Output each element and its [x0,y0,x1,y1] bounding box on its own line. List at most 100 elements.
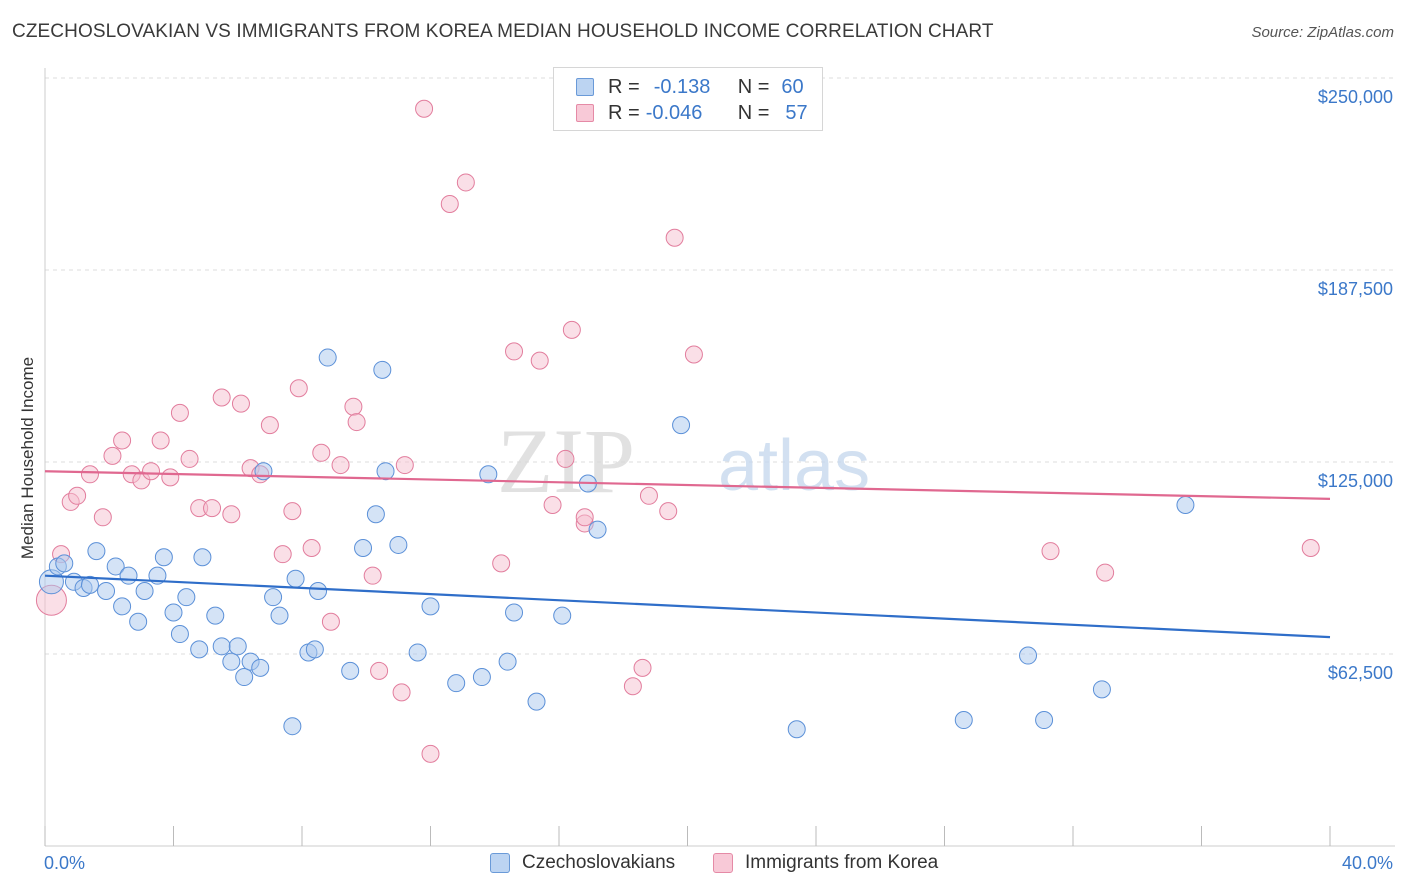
korea-point [639,486,658,505]
czechoslovakians-trend-line [44,574,1331,639]
korea-point [312,443,331,462]
legend-item-korea: Immigrants from Korea [713,852,938,874]
czechoslovakians-point [376,462,395,481]
czechoslovakians-point [119,566,138,585]
czechoslovakians-point [55,554,74,573]
czechoslovakians-point [408,643,427,662]
x-tick-label-max: 40.0% [1342,853,1393,873]
czechoslovakians-point [354,539,373,558]
czechoslovakians-point [588,520,607,539]
korea-point [80,465,99,484]
czechoslovakians-point [389,535,408,554]
czechoslovakians-point [1176,496,1195,515]
korea-point [283,502,302,521]
legend-n-value: 57 [785,101,808,124]
korea-point [289,379,308,398]
legend-n-label: N = [737,101,770,124]
czechoslovakians-point [228,637,247,656]
series-legend: Czechoslovakians Immigrants from Korea [0,852,1406,878]
x-tick-label-min: 0.0% [44,853,85,873]
czechoslovakians-point [1035,711,1054,730]
czechoslovakians-point [254,462,273,481]
series-korea-points [35,99,1320,763]
legend-r-value: -0.046 [645,101,703,124]
czechoslovakians-point [421,597,440,616]
korea-point [331,456,350,475]
legend-label: Immigrants from Korea [745,852,939,873]
korea-point [633,658,652,677]
korea-point [212,388,231,407]
czechoslovakians-point [341,661,360,680]
korea-point [347,413,366,432]
legend-item-czechoslovakians: Czechoslovakians [490,852,675,874]
czechoslovakians-point [954,711,973,730]
czechoslovakians-point [106,557,125,576]
korea-point [370,661,389,680]
korea-point [103,446,122,465]
czechoslovakians-point [87,542,106,561]
korea-point [273,545,292,564]
axes [44,68,1395,847]
korea-point [113,431,132,450]
watermark: ZIP atlas [497,410,870,512]
korea-point [260,416,279,435]
czechoslovakians-point [270,606,289,625]
czechoslovakians-point [235,668,254,687]
czechoslovakians-point [80,575,99,594]
czechoslovakians-point [505,603,524,622]
czechoslovakians-point [177,588,196,607]
korea-point [623,677,642,696]
czechoslovakians-point [672,416,691,435]
korea-point [562,320,581,339]
czechoslovakians-point [283,717,302,736]
czechoslovakians-point [129,612,148,631]
czechoslovakians-point [1019,646,1038,665]
korea-point [456,173,475,192]
korea-point [684,345,703,364]
czechoslovakians-point [373,360,392,379]
tick-labels: $62,500 $125,000 $187,500 $250,000 0.0% 40.0% [44,87,1393,873]
korea-point [68,486,87,505]
czechoslovakians-point [222,652,241,671]
chart-title: CZECHOSLOVAKIAN VS IMMIGRANTS FROM KOREA… [12,21,994,42]
y-tick-label: $125,000 [1318,471,1393,491]
korea-point [344,397,363,416]
korea-point [543,496,562,515]
korea-trend-line [44,470,1331,500]
korea-point [440,194,459,213]
korea-point [415,99,434,118]
legend-swatch-pink [576,104,594,122]
czechoslovakians-point [193,548,212,567]
korea-point [530,351,549,370]
watermark-atlas: atlas [718,426,870,506]
korea-point [421,744,440,763]
korea-point [1041,542,1060,561]
czechoslovakians-point [212,637,231,656]
czechoslovakians-point [309,582,328,601]
czechoslovakians-point [251,658,270,677]
korea-point [180,449,199,468]
korea-point [1301,539,1320,558]
czechoslovakians-point [164,603,183,622]
korea-point [170,403,189,422]
czechoslovakians-point [366,505,385,524]
korea-point [665,228,684,247]
korea-point [392,683,411,702]
korea-point [203,499,222,518]
korea-point [231,394,250,413]
source-label: Source: ZipAtlas.com [1251,24,1394,41]
czechoslovakians-point [264,588,283,607]
legend-r-label: R = [608,101,640,124]
czechoslovakians-point [472,668,491,687]
legend-r-label: R = [608,75,640,98]
legend-swatch-blue [576,78,594,96]
czechoslovakians-point [113,597,132,616]
korea-point [556,449,575,468]
korea-point [575,508,594,527]
y-tick-label: $187,500 [1318,279,1393,299]
legend-row-czechoslovakians: R = -0.138 N = 60 [576,75,804,99]
y-tick-label: $250,000 [1318,87,1393,107]
legend-n-label: N = [737,75,770,98]
korea-point [222,505,241,524]
